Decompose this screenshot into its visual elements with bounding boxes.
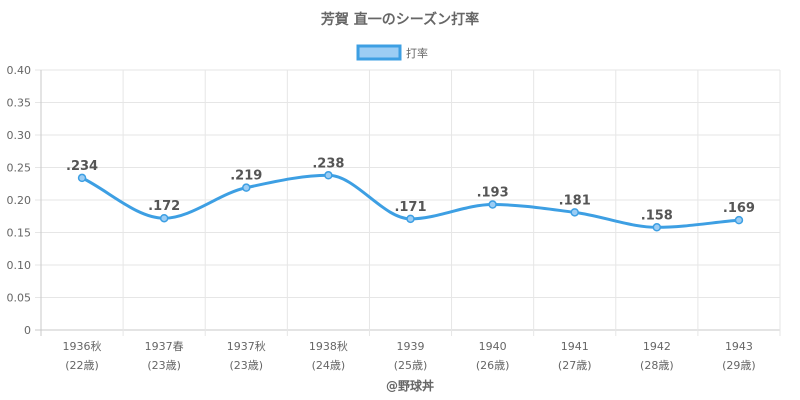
data-label: .234 — [66, 159, 98, 174]
x-tick-label: 1937秋 — [227, 339, 266, 353]
data-point — [406, 214, 415, 224]
y-tick-label: 0.10 — [7, 259, 32, 272]
data-point — [734, 215, 744, 225]
x-tick-label: 1938秋 — [309, 339, 348, 353]
data-label: .172 — [148, 199, 180, 214]
chart-title: 芳賀 直一のシーズン打率 — [321, 11, 479, 28]
x-tick-sublabel: (29歳) — [722, 359, 756, 372]
x-tick-label: 1943 — [725, 340, 753, 353]
x-tick-sublabel: (23歳) — [147, 359, 181, 372]
data-label: .193 — [477, 186, 509, 201]
x-tick-label: 1940 — [479, 340, 507, 353]
x-tick-sublabel: (22歳) — [65, 359, 99, 372]
x-tick-sublabel: (27歳) — [558, 359, 592, 372]
y-tick-label: 0.05 — [7, 292, 32, 305]
data-label: .171 — [394, 200, 426, 215]
y-tick-label: 0.15 — [7, 227, 32, 240]
data-point — [324, 171, 333, 180]
x-tick-sublabel: (24歳) — [312, 359, 346, 372]
data-labels: .234 .172 .219 .238 .171 .193 .181 .158 .169 — [66, 156, 755, 223]
data-point — [570, 208, 579, 217]
y-tick-label: 0.30 — [7, 129, 32, 142]
data-label: .169 — [723, 201, 755, 216]
series-layer — [77, 171, 744, 232]
x-tick-sublabel: (25歳) — [394, 359, 428, 372]
credit-text: @野球丼 — [386, 378, 434, 393]
data-label: .158 — [641, 208, 673, 223]
x-tick-label: 1939 — [397, 340, 425, 353]
y-tick-label: 0.35 — [7, 97, 32, 110]
data-point — [159, 213, 169, 223]
x-tick-label: 1941 — [561, 340, 589, 353]
y-tick-label: 0.25 — [7, 162, 32, 175]
legend-label: 打率 — [406, 46, 428, 60]
x-tick-label: 1942 — [643, 340, 671, 353]
y-axis: 0 0.05 0.10 0.15 0.20 0.25 0.30 0.35 0.40 — [7, 64, 32, 337]
x-axis: 1936秋 (22歳) 1937春 (23歳) 1937秋 (23歳) 1938秋 (24歳)… — [63, 339, 756, 372]
x-tick-sublabel: (28歳) — [640, 359, 674, 372]
y-tick-label: 0.20 — [7, 194, 32, 207]
y-tick-label: 0.40 — [7, 64, 32, 77]
x-tick-sublabel: (23歳) — [229, 359, 263, 372]
data-point — [77, 173, 87, 183]
data-label: .219 — [230, 169, 262, 184]
y-tick-label: 0 — [24, 324, 31, 337]
data-label: .181 — [559, 193, 591, 208]
data-point — [242, 183, 251, 192]
legend[interactable]: 打率 — [356, 44, 428, 61]
legend-swatch — [356, 44, 402, 61]
x-tick-sublabel: (26歳) — [476, 359, 510, 372]
x-tick-label: 1936秋 — [63, 339, 102, 353]
data-label: .238 — [312, 156, 344, 171]
data-point — [652, 223, 662, 232]
x-tick-label: 1937春 — [145, 340, 184, 353]
grid-layer — [35, 69, 781, 336]
data-point — [488, 200, 497, 209]
